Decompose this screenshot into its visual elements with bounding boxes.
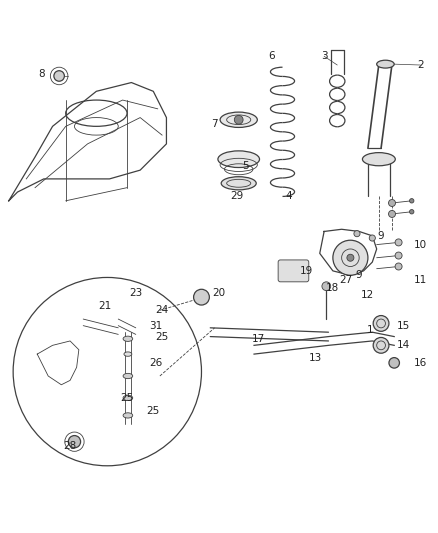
- Circle shape: [373, 337, 389, 353]
- Text: 29: 29: [230, 191, 243, 201]
- Circle shape: [395, 239, 402, 246]
- Ellipse shape: [123, 374, 133, 378]
- Ellipse shape: [123, 395, 133, 400]
- Circle shape: [395, 252, 402, 259]
- Ellipse shape: [123, 336, 133, 342]
- Text: 14: 14: [396, 341, 410, 350]
- Circle shape: [410, 199, 414, 203]
- Circle shape: [234, 115, 243, 124]
- Text: 1: 1: [367, 325, 374, 335]
- Text: 8: 8: [38, 69, 45, 79]
- Text: 31: 31: [149, 321, 162, 330]
- Text: 10: 10: [414, 240, 427, 249]
- Ellipse shape: [362, 152, 396, 166]
- Text: 16: 16: [414, 358, 427, 368]
- Circle shape: [373, 316, 389, 332]
- Text: 15: 15: [396, 321, 410, 330]
- Text: 27: 27: [339, 274, 353, 285]
- Text: 9: 9: [356, 270, 363, 280]
- Circle shape: [389, 358, 399, 368]
- Text: 20: 20: [212, 288, 226, 298]
- Circle shape: [333, 240, 368, 275]
- FancyBboxPatch shape: [278, 260, 309, 282]
- Text: 19: 19: [300, 266, 313, 276]
- Circle shape: [389, 211, 396, 217]
- Ellipse shape: [220, 112, 257, 127]
- Ellipse shape: [124, 352, 132, 356]
- Text: 12: 12: [361, 290, 374, 300]
- Text: 18: 18: [326, 284, 339, 293]
- Ellipse shape: [123, 413, 133, 418]
- Circle shape: [347, 254, 354, 261]
- Circle shape: [322, 282, 331, 290]
- Text: 4: 4: [286, 191, 293, 201]
- Text: 25: 25: [120, 393, 134, 403]
- Text: 23: 23: [129, 288, 142, 298]
- Text: 26: 26: [149, 358, 162, 368]
- Text: 2: 2: [417, 60, 424, 70]
- Text: 7: 7: [211, 119, 218, 129]
- Text: 11: 11: [414, 274, 427, 285]
- Circle shape: [194, 289, 209, 305]
- Text: 6: 6: [268, 51, 275, 61]
- Ellipse shape: [377, 60, 394, 68]
- Text: 28: 28: [64, 441, 77, 451]
- Circle shape: [410, 209, 414, 214]
- Circle shape: [395, 263, 402, 270]
- Ellipse shape: [218, 151, 259, 167]
- Circle shape: [389, 199, 396, 206]
- Text: 13: 13: [309, 353, 322, 364]
- Text: 5: 5: [242, 161, 249, 171]
- Circle shape: [354, 231, 360, 237]
- Text: 9: 9: [378, 231, 385, 241]
- Circle shape: [68, 435, 81, 448]
- Circle shape: [369, 235, 375, 241]
- Ellipse shape: [221, 177, 256, 190]
- Circle shape: [54, 71, 64, 81]
- Text: 24: 24: [155, 305, 169, 316]
- Text: 3: 3: [321, 51, 328, 61]
- Text: 21: 21: [99, 301, 112, 311]
- Text: 17: 17: [252, 334, 265, 344]
- Text: 25: 25: [155, 332, 169, 342]
- Text: 25: 25: [147, 406, 160, 416]
